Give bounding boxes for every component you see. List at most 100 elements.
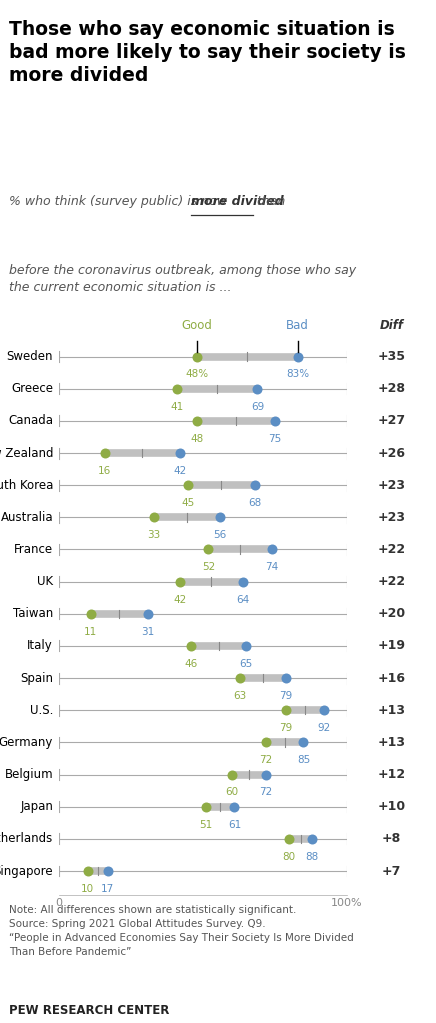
Text: 17: 17 <box>101 884 114 894</box>
Text: +12: +12 <box>377 768 405 781</box>
Text: +13: +13 <box>377 736 405 749</box>
Point <box>176 574 183 590</box>
Point <box>254 381 261 397</box>
Text: +7: +7 <box>382 864 401 878</box>
Point <box>194 349 201 365</box>
Point <box>320 702 327 718</box>
Point <box>283 702 290 718</box>
Text: 42: 42 <box>173 465 186 476</box>
Text: 64: 64 <box>236 594 250 605</box>
Text: Canada: Canada <box>8 414 53 428</box>
Point <box>188 637 195 654</box>
Text: Belgium: Belgium <box>4 768 53 781</box>
Text: 45: 45 <box>182 498 195 508</box>
Text: 46: 46 <box>184 659 198 669</box>
Text: Taiwan: Taiwan <box>13 608 53 620</box>
Text: 72: 72 <box>259 755 272 765</box>
Text: Greece: Greece <box>11 383 53 395</box>
Text: France: France <box>14 543 53 555</box>
Text: +26: +26 <box>377 447 405 459</box>
Point <box>286 831 293 847</box>
Text: +10: +10 <box>377 800 405 813</box>
Text: 69: 69 <box>251 402 264 411</box>
Text: PEW RESEARCH CENTER: PEW RESEARCH CENTER <box>9 1005 169 1017</box>
Text: 88: 88 <box>306 852 319 861</box>
Text: +19: +19 <box>377 639 405 653</box>
Text: Singapore: Singapore <box>0 864 53 878</box>
Text: +22: +22 <box>377 575 405 588</box>
Point <box>242 637 249 654</box>
Text: 11: 11 <box>84 627 97 636</box>
Text: 68: 68 <box>248 498 261 508</box>
Text: 16: 16 <box>98 465 112 476</box>
Text: 72: 72 <box>259 788 272 797</box>
Text: 51: 51 <box>199 819 212 830</box>
Text: 56: 56 <box>213 530 227 540</box>
Text: 48%: 48% <box>185 369 208 380</box>
Point <box>300 735 307 751</box>
Text: 65: 65 <box>239 659 252 669</box>
Point <box>150 509 157 526</box>
Text: +13: +13 <box>377 704 405 717</box>
Text: 75: 75 <box>268 434 281 444</box>
Text: +20: +20 <box>377 608 405 620</box>
Text: Netherlands: Netherlands <box>0 833 53 845</box>
Text: 48: 48 <box>191 434 204 444</box>
Point <box>271 412 278 429</box>
Point <box>102 445 109 461</box>
Text: Japan: Japan <box>20 800 53 813</box>
Text: more divided: more divided <box>191 195 284 209</box>
Point <box>283 670 290 686</box>
Text: Italy: Italy <box>27 639 53 653</box>
Point <box>294 349 301 365</box>
Text: Germany: Germany <box>0 736 53 749</box>
Point <box>104 862 111 879</box>
Text: % who think (survey public) is now: % who think (survey public) is now <box>9 195 231 209</box>
Text: Diff: Diff <box>379 319 403 332</box>
Text: Those who say economic situation is
bad more likely to say their society is
more: Those who say economic situation is bad … <box>9 20 405 85</box>
Text: New Zealand: New Zealand <box>0 447 53 459</box>
Text: 52: 52 <box>202 563 215 572</box>
Text: 85: 85 <box>297 755 310 765</box>
Point <box>194 412 201 429</box>
Text: before the coronavirus outbreak, among those who say
the current economic situat: before the coronavirus outbreak, among t… <box>9 264 356 294</box>
Point <box>239 574 246 590</box>
Text: % who think (survey public) is now: % who think (survey public) is now <box>9 195 231 209</box>
Text: +22: +22 <box>377 543 405 555</box>
Text: 79: 79 <box>279 691 293 701</box>
Text: than: than <box>253 195 286 209</box>
Text: 79: 79 <box>279 723 293 733</box>
Text: 80: 80 <box>283 852 296 861</box>
Point <box>202 799 209 815</box>
Text: +23: +23 <box>377 479 405 492</box>
Text: 60: 60 <box>225 788 238 797</box>
Point <box>231 799 238 815</box>
Text: 61: 61 <box>228 819 241 830</box>
Text: Note: All differences shown are statistically significant.
Source: Spring 2021 G: Note: All differences shown are statisti… <box>9 905 354 958</box>
Text: Australia: Australia <box>0 510 53 524</box>
Point <box>174 381 181 397</box>
Text: 92: 92 <box>317 723 330 733</box>
Point <box>309 831 316 847</box>
Point <box>84 862 91 879</box>
Text: Sweden: Sweden <box>7 350 53 363</box>
Point <box>185 477 192 493</box>
Text: 83%: 83% <box>286 369 309 380</box>
Text: Bad: Bad <box>286 319 309 332</box>
Text: Spain: Spain <box>20 672 53 684</box>
Text: UK: UK <box>37 575 53 588</box>
Point <box>251 477 258 493</box>
Point <box>145 606 152 622</box>
Text: +16: +16 <box>377 672 405 684</box>
Text: 33: 33 <box>147 530 160 540</box>
Text: South Korea: South Korea <box>0 479 53 492</box>
Text: 42: 42 <box>173 594 186 605</box>
Text: +28: +28 <box>377 383 405 395</box>
Text: 63: 63 <box>234 691 247 701</box>
Text: U.S.: U.S. <box>30 704 53 717</box>
Point <box>262 766 269 783</box>
Text: 10: 10 <box>81 884 94 894</box>
Text: +8: +8 <box>382 833 401 845</box>
Point <box>176 445 183 461</box>
Text: 74: 74 <box>265 563 279 572</box>
